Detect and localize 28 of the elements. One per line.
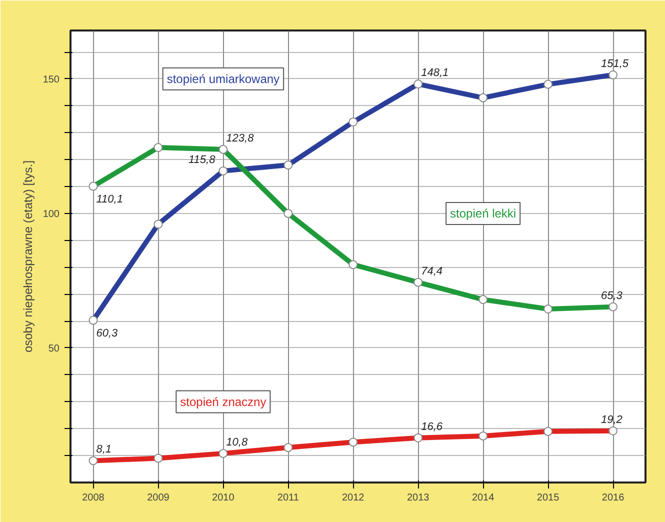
data-label: 115,8 — [188, 154, 216, 166]
x-tick-label: 2015 — [536, 492, 560, 504]
y-tick-label: 150 — [42, 74, 60, 86]
x-tick-label: 2014 — [472, 492, 495, 504]
data-label: 148,1 — [421, 67, 449, 80]
text: stopień umiarkowany — [166, 72, 280, 86]
data-label: 60,3 — [96, 327, 119, 340]
x-tick-label: 2013 — [406, 492, 430, 504]
data-label: 123,8 — [226, 132, 255, 144]
x-tick-label: 2016 — [602, 492, 625, 504]
data-label: 10,8 — [226, 436, 248, 448]
data-label: 151,5 — [601, 58, 630, 70]
x-tick-label: 2011 — [277, 492, 300, 504]
text: stopień znaczny — [180, 394, 266, 409]
text: stopień lekki — [450, 206, 516, 220]
y-tick-label: 100 — [42, 208, 60, 220]
data-label: 16,6 — [421, 420, 444, 433]
data-label: 65,3 — [601, 290, 624, 302]
data-label: 110,1 — [96, 193, 123, 206]
x-tick-label: 2008 — [82, 492, 105, 504]
data-label: 74,4 — [421, 265, 443, 278]
y-axis-title: osoby niepełnosprawne (etaty) [tys.] — [20, 160, 35, 353]
y-tick-label: 50 — [48, 343, 60, 354]
x-tick-label: 2012 — [342, 492, 365, 504]
x-tick-label: 2009 — [147, 492, 170, 504]
data-label: 8,1 — [96, 444, 112, 456]
x-tick-label: 2010 — [212, 492, 235, 504]
data-label: 19,2 — [601, 414, 622, 426]
